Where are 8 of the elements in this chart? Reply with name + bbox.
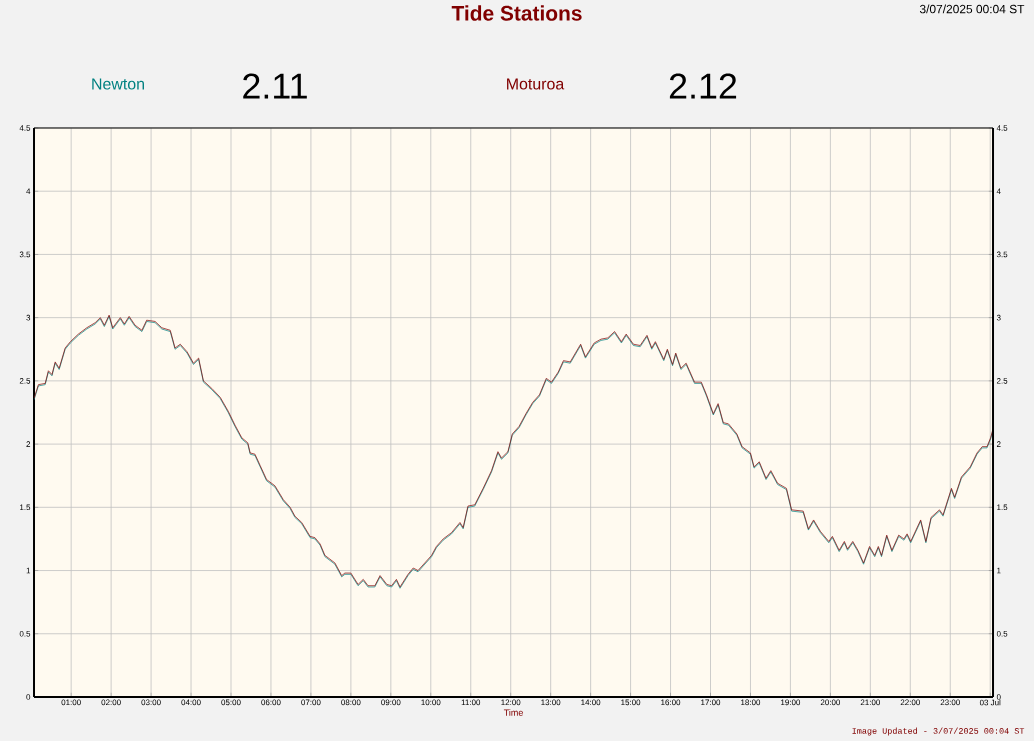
- x-axis-title: Time: [503, 709, 523, 716]
- text: Newton: [92, 78, 144, 90]
- text: 2.11: [243, 73, 307, 99]
- chart-title: Tide Stations: [451, 5, 582, 21]
- text: Image Updated - 3/07/2025 00:04 ST: [852, 727, 1025, 736]
- text: Moturoa: [507, 78, 565, 90]
- text: 2.12: [669, 73, 737, 99]
- text: 3/07/2025 00:04 ST: [919, 4, 1025, 14]
